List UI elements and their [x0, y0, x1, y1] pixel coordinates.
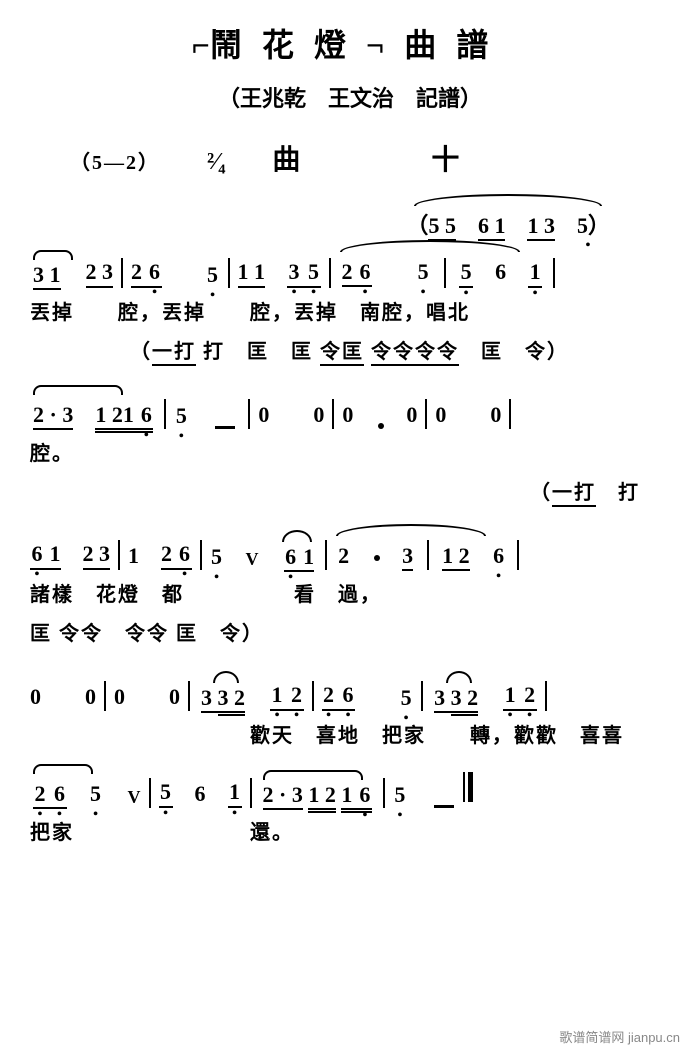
- notation-line-5: 2 6 5 V 5 6 1 2 · 3 1 2 1 6 5: [30, 768, 670, 808]
- lyric-line-5: 把家 還。: [30, 816, 670, 845]
- lyric-line-2: 腔。: [30, 437, 670, 466]
- percussion-line-2-right: （一打 打: [30, 476, 670, 505]
- bracket-right: ¬: [366, 27, 384, 63]
- section-heading: 曲 十: [272, 145, 484, 176]
- notation-line-3: 6 1 2 3 1 2 6 5 V 6 1 2 3 1 2 6: [30, 530, 670, 570]
- notation-line-1: 3 1 2 3 2 6 5 1 1 3 5 2 6 5 5 6 1: [30, 248, 670, 288]
- page-title: ⌐鬧花燈¬ 曲譜: [30, 20, 670, 66]
- lyric-line-3: 諸樣 花燈 都 看 過，: [30, 578, 670, 607]
- staff-block-3: 6 1 2 3 1 2 6 5 V 6 1 2 3 1 2 6 諸樣 花燈 都 …: [30, 530, 670, 646]
- notation-line-2: 2 · 3 1 21 6 5 0 0 0 0 0 0: [30, 389, 670, 429]
- staff-block-1: 3 1 2 3 2 6 5 1 1 3 5 2 6 5 5 6 1 丟掉 腔，丟…: [30, 248, 670, 364]
- notation-line-4: 0 0 0 0 3 3 2 1 2 2 6 5 3 3 2 1 2: [30, 671, 670, 711]
- bracket-left: ⌐: [192, 27, 210, 63]
- staff-block-4: 0 0 0 0 3 3 2 1 2 2 6 5 3 3 2 1 2 歡天 喜地 …: [30, 671, 670, 748]
- staff-block-2: 2 · 3 1 21 6 5 0 0 0 0 0 0 腔。 （一打 打: [30, 389, 670, 505]
- title-main: 鬧花燈: [210, 27, 366, 63]
- lyric-line-1: 丟掉 腔，丟掉 腔，丟掉 南腔，唱北: [30, 296, 670, 325]
- time-signature: ²⁄₄: [207, 149, 225, 176]
- percussion-line-3: 匡 令令 令令 匡 令）: [30, 617, 670, 646]
- staff-block-5: 2 6 5 V 5 6 1 2 · 3 1 2 1 6 5 把家 還。: [30, 768, 670, 845]
- intro-notation: （5 5 6 1 1 3 5）: [30, 208, 670, 240]
- percussion-line-1: （一打 打 匡 匡 令匡 令令令令 匡 令）: [30, 335, 670, 364]
- watermark: 歌谱简谱网 jianpu.cn: [559, 1027, 680, 1046]
- key-signature: （5—2）: [70, 152, 160, 174]
- title-suffix: 曲譜: [404, 27, 508, 63]
- subtitle: （王兆乾 王文治 記譜）: [30, 81, 670, 113]
- meter-heading: （5—2） ²⁄₄ 曲 十: [30, 138, 670, 178]
